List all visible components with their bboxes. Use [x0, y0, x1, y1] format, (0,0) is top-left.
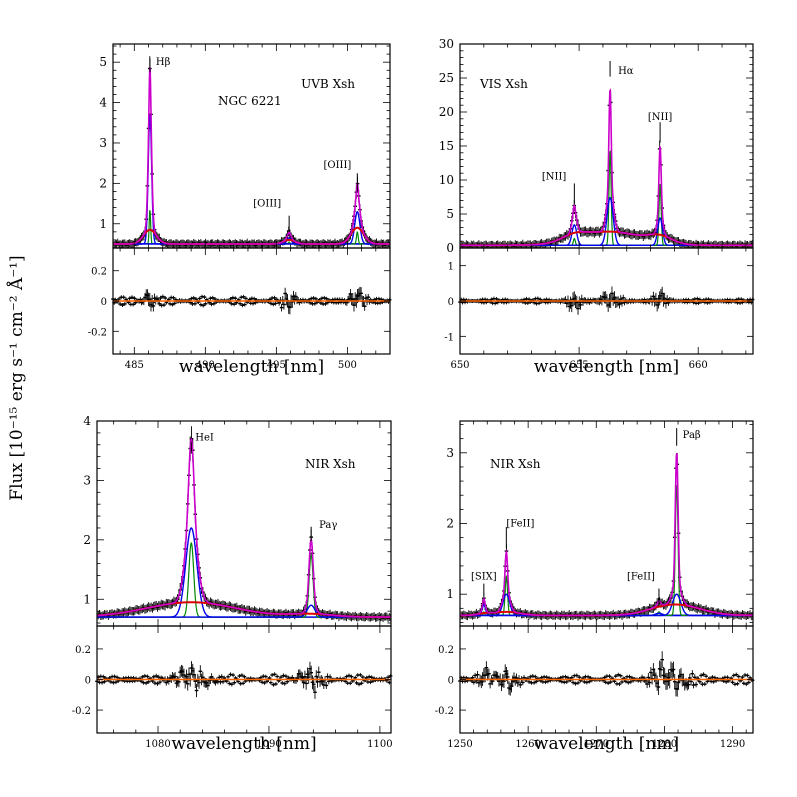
- line-id-label: HeI: [195, 433, 214, 444]
- y-tick-label: 3: [446, 446, 454, 460]
- y-tick-label: 25: [439, 71, 454, 85]
- y-tick-label: 1: [446, 587, 454, 601]
- x-tick-label: 1100: [367, 739, 392, 750]
- panel-title-nir2: NIR Xsh: [490, 457, 541, 471]
- fit-curves-nir2: [460, 453, 753, 621]
- main-frame-nir1: [96, 420, 392, 627]
- y-tick-label: 2: [99, 176, 107, 190]
- y-tick-label: 5: [99, 55, 107, 69]
- residual-y-tick-label: 0.2: [91, 267, 107, 278]
- y-tick-label: 5: [446, 207, 454, 221]
- x-tick-label: 490: [196, 360, 215, 371]
- residual-y-tick-label: 0: [101, 297, 107, 308]
- total-fit-line: [97, 438, 391, 618]
- x-tick-label: 485: [125, 360, 144, 371]
- panel-uvb: 485 490 495 500 wavelength [nm] 1 2 3 4 5 -0.2 0 0.2…: [88, 43, 392, 377]
- y-tick-label: 4: [83, 414, 91, 428]
- y-tick-label: 1: [99, 217, 107, 231]
- object-name: NGC 6221: [218, 94, 282, 108]
- x-tick-label: 1270: [584, 739, 609, 750]
- residual-y-tick-label: 0: [448, 297, 454, 308]
- panel-nir2: 1250 1260 1270 1280 1290 wavelength [nm] 1 2 3 -0…: [435, 420, 755, 754]
- total-fit-line: [113, 67, 390, 245]
- residual-y-tick-label: 1: [448, 262, 454, 273]
- line-id-label: [FeII]: [627, 572, 655, 583]
- residual-y-tick-label: -1: [444, 332, 454, 343]
- y-tick-label: 3: [83, 473, 91, 487]
- residual-y-tick-label: 0.2: [75, 645, 91, 656]
- y-tick-label: 3: [99, 136, 107, 150]
- y-tick-label: 2: [446, 517, 454, 531]
- line-id-label: [NII]: [542, 172, 567, 183]
- x-tick-label: 495: [267, 360, 286, 371]
- line-id-label: [OIII]: [253, 199, 281, 210]
- residual-y-tick-label: -0.2: [72, 706, 91, 717]
- x-tick-label: 660: [689, 360, 708, 371]
- x-axis-label-nir2: wavelength [nm]: [534, 734, 679, 754]
- narrow-component-0: [97, 527, 391, 618]
- x-axis-label-uvb: wavelength [nm]: [179, 357, 324, 377]
- panel-nir1: 1080 1090 1100 wavelength [nm] 1 2 3 4 -0.2 0 0.2 H…: [72, 414, 393, 754]
- line-id-label: Paγ: [319, 520, 337, 531]
- x-tick-label: 500: [338, 360, 357, 371]
- y-tick-label: 20: [439, 105, 454, 119]
- x-axis-label-nir1: wavelength [nm]: [171, 734, 316, 754]
- main-frame-uvb: [112, 43, 391, 249]
- residual-panel-uvb: [111, 286, 392, 315]
- panel-title-uvb: UVB Xsh: [301, 77, 355, 91]
- y-tick-label: 4: [99, 96, 107, 110]
- line-id-label: Hα: [618, 66, 634, 77]
- y-tick-label: 1: [83, 592, 91, 606]
- y-tick-label: 0: [446, 241, 454, 255]
- x-tick-label: 1260: [515, 739, 540, 750]
- line-id-label: [FeII]: [506, 519, 534, 530]
- residual-panel-vis: [458, 286, 755, 315]
- panel-vis: 650 655 660 wavelength [nm] 0 5 10 15 20 25 30 -1 0 1…: [439, 37, 755, 377]
- x-tick-label: 650: [450, 360, 469, 371]
- line-id-label: [SIX]: [471, 572, 497, 583]
- data-points-nir1: [97, 426, 391, 623]
- x-tick-label: 1090: [256, 739, 281, 750]
- line-id-label: [OIII]: [323, 160, 351, 171]
- y-tick-label: 15: [439, 139, 454, 153]
- residual-y-tick-label: 0: [85, 676, 91, 687]
- residual-y-tick-label: -0.2: [88, 327, 107, 338]
- global-y-axis-label: Flux [10⁻¹⁵ erg s⁻¹ cm⁻² Å⁻¹]: [6, 255, 27, 500]
- x-tick-label: 1280: [652, 739, 677, 750]
- total-fit-line: [460, 453, 753, 617]
- residual-y-tick-label: 0.2: [438, 645, 454, 656]
- line-id-label: Hβ: [156, 57, 171, 68]
- residual-panel-nir2: [458, 651, 755, 697]
- residual-y-tick-label: -0.2: [435, 706, 454, 717]
- x-tick-label: 1250: [447, 739, 472, 750]
- residual-panel-nir1: [95, 661, 393, 699]
- y-tick-label: 10: [439, 173, 454, 187]
- x-tick-label: 655: [570, 360, 589, 371]
- total-fit-line: [460, 88, 753, 247]
- fit-curves-vis: [460, 88, 753, 248]
- y-tick-label: 2: [83, 533, 91, 547]
- x-tick-label: 1080: [145, 739, 170, 750]
- narrow-component-1: [97, 604, 391, 618]
- y-tick-label: 30: [439, 37, 454, 51]
- line-id-label: Paβ: [683, 430, 701, 441]
- line-id-label: [NII]: [648, 112, 673, 123]
- x-tick-label: 1290: [720, 739, 745, 750]
- panel-title-nir1: NIR Xsh: [305, 457, 356, 471]
- fit-curves-uvb: [113, 56, 390, 248]
- x-axis-label-vis: wavelength [nm]: [534, 357, 679, 377]
- residual-y-tick-label: 0: [448, 676, 454, 687]
- panel-title-vis: VIS Xsh: [479, 77, 528, 91]
- fit-curves-nir1: [97, 426, 391, 623]
